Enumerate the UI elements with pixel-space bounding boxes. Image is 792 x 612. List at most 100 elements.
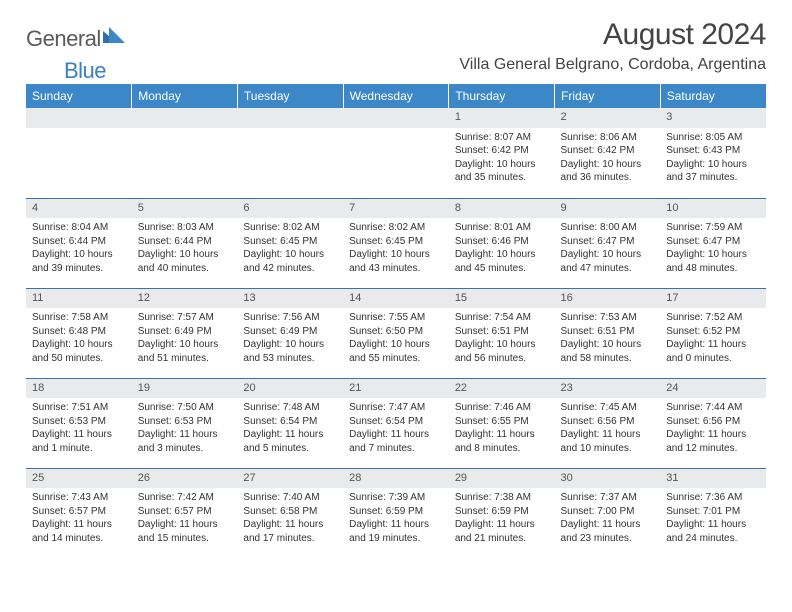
sunset-text: Sunset: 6:51 PM bbox=[455, 325, 549, 339]
daylight-text: Daylight: 10 hours and 51 minutes. bbox=[138, 338, 232, 365]
sunrise-text: Sunrise: 7:52 AM bbox=[666, 311, 760, 325]
calendar-day-cell: 31Sunrise: 7:36 AMSunset: 7:01 PMDayligh… bbox=[660, 468, 766, 558]
calendar-week-row: 25Sunrise: 7:43 AMSunset: 6:57 PMDayligh… bbox=[26, 468, 766, 558]
sunrise-text: Sunrise: 7:38 AM bbox=[455, 491, 549, 505]
day-details: Sunrise: 7:51 AMSunset: 6:53 PMDaylight:… bbox=[26, 398, 132, 457]
day-details: Sunrise: 8:02 AMSunset: 6:45 PMDaylight:… bbox=[343, 218, 449, 277]
sunset-text: Sunset: 6:49 PM bbox=[243, 325, 337, 339]
calendar-day-cell: 15Sunrise: 7:54 AMSunset: 6:51 PMDayligh… bbox=[449, 288, 555, 378]
sunrise-text: Sunrise: 7:59 AM bbox=[666, 221, 760, 235]
calendar-empty-cell bbox=[132, 108, 238, 198]
day-number: 28 bbox=[343, 469, 449, 489]
sunset-text: Sunset: 7:00 PM bbox=[561, 505, 655, 519]
day-number: 16 bbox=[555, 289, 661, 309]
calendar-week-row: 11 Sunrise: 7:58 AMSunset: 6:48 PM Dayligh… bbox=[26, 288, 766, 378]
day-number: 3 bbox=[660, 108, 766, 128]
day-details: Sunrise: 7:48 AMSunset: 6:54 PMDaylight:… bbox=[237, 398, 343, 457]
sunrise-text: Sunrise: 7:58 AM bbox=[32, 311, 126, 325]
sunset-text: Sunset: 6:53 PM bbox=[138, 415, 232, 429]
weekday-header: Thursday bbox=[449, 84, 555, 108]
day-details: Sunrise: 7:54 AMSunset: 6:51 PMDaylight:… bbox=[449, 308, 555, 367]
sunset-text: Sunset: 6:51 PM bbox=[561, 325, 655, 339]
calendar-day-cell: 4Sunrise: 8:04 AMSunset: 6:44 PMDaylight… bbox=[26, 198, 132, 288]
sunset-text: Sunset: 7:01 PM bbox=[666, 505, 760, 519]
weekday-header: Wednesday bbox=[343, 84, 449, 108]
logo-triangle-icon bbox=[103, 27, 125, 48]
daylight-text: Daylight: 11 hours and 12 minutes. bbox=[666, 428, 760, 455]
day-details: Sunrise: 7:42 AMSunset: 6:57 PMDaylight:… bbox=[132, 488, 238, 547]
daylight-text: Daylight: 10 hours and 58 minutes. bbox=[561, 338, 655, 365]
calendar-day-cell: 6Sunrise: 8:02 AMSunset: 6:45 PMDaylight… bbox=[237, 198, 343, 288]
day-number: 13 bbox=[237, 289, 343, 309]
calendar-day-cell: 12Sunrise: 7:57 AMSunset: 6:49 PMDayligh… bbox=[132, 288, 238, 378]
sunrise-text: Sunrise: 8:02 AM bbox=[349, 221, 443, 235]
sunrise-text: Sunrise: 7:46 AM bbox=[455, 401, 549, 415]
sunset-text: Sunset: 6:48 PM bbox=[32, 325, 126, 339]
calendar-day-cell: 26Sunrise: 7:42 AMSunset: 6:57 PMDayligh… bbox=[132, 468, 238, 558]
day-number: 11 bbox=[26, 289, 132, 309]
calendar-day-cell: 11Sunrise: 7:58 AMSunset: 6:48 PMDayligh… bbox=[26, 288, 132, 378]
sunset-text: Sunset: 6:47 PM bbox=[666, 235, 760, 249]
daylight-text: Daylight: 10 hours and 40 minutes. bbox=[138, 248, 232, 275]
daylight-text: Daylight: 10 hours and 47 minutes. bbox=[561, 248, 655, 275]
calendar-week-row: 1Sunrise: 8:07 AMSunset: 6:42 PMDaylight… bbox=[26, 108, 766, 198]
logo: General bbox=[26, 18, 125, 52]
sunset-text: Sunset: 6:53 PM bbox=[32, 415, 126, 429]
calendar-day-cell: 7Sunrise: 8:02 AMSunset: 6:45 PMDaylight… bbox=[343, 198, 449, 288]
logo-text-general: General bbox=[26, 26, 101, 52]
calendar-day-cell: 9Sunrise: 8:00 AMSunset: 6:47 PMDaylight… bbox=[555, 198, 661, 288]
day-details: Sunrise: 7:53 AMSunset: 6:51 PMDaylight:… bbox=[555, 308, 661, 367]
sunrise-text: Sunrise: 8:07 AM bbox=[455, 131, 549, 145]
calendar-day-cell: 19Sunrise: 7:50 AMSunset: 6:53 PMDayligh… bbox=[132, 378, 238, 468]
sunset-text: Sunset: 6:56 PM bbox=[666, 415, 760, 429]
calendar-day-cell: 8Sunrise: 8:01 AMSunset: 6:46 PMDaylight… bbox=[449, 198, 555, 288]
day-details: Sunrise: 7:38 AMSunset: 6:59 PMDaylight:… bbox=[449, 488, 555, 547]
daylight-text: Daylight: 11 hours and 23 minutes. bbox=[561, 518, 655, 545]
sunrise-text: Sunrise: 7:54 AM bbox=[455, 311, 549, 325]
title-block: August 2024 Villa General Belgrano, Cord… bbox=[459, 18, 766, 74]
calendar-day-cell: 3Sunrise: 8:05 AMSunset: 6:43 PMDaylight… bbox=[660, 108, 766, 198]
day-details: Sunrise: 8:06 AMSunset: 6:42 PMDaylight:… bbox=[555, 128, 661, 187]
day-number: 12 bbox=[132, 289, 238, 309]
day-details bbox=[26, 128, 132, 133]
calendar-day-cell: 16Sunrise: 7:53 AMSunset: 6:51 PMDayligh… bbox=[555, 288, 661, 378]
daylight-text: Daylight: 11 hours and 24 minutes. bbox=[666, 518, 760, 545]
daylight-text: Daylight: 11 hours and 19 minutes. bbox=[349, 518, 443, 545]
day-number bbox=[132, 108, 238, 128]
calendar-day-cell: 23Sunrise: 7:45 AMSunset: 6:56 PMDayligh… bbox=[555, 378, 661, 468]
day-number: 30 bbox=[555, 469, 661, 489]
daylight-text: Daylight: 11 hours and 14 minutes. bbox=[32, 518, 126, 545]
calendar-day-cell: 2Sunrise: 8:06 AMSunset: 6:42 PMDaylight… bbox=[555, 108, 661, 198]
sunset-text: Sunset: 6:57 PM bbox=[32, 505, 126, 519]
daylight-text: Daylight: 10 hours and 45 minutes. bbox=[455, 248, 549, 275]
day-details: Sunrise: 7:39 AMSunset: 6:59 PMDaylight:… bbox=[343, 488, 449, 547]
calendar-empty-cell bbox=[237, 108, 343, 198]
calendar-day-cell: 22Sunrise: 7:46 AMSunset: 6:55 PMDayligh… bbox=[449, 378, 555, 468]
sunrise-text: Sunrise: 7:47 AM bbox=[349, 401, 443, 415]
day-number: 9 bbox=[555, 199, 661, 219]
daylight-text: Daylight: 11 hours and 0 minutes. bbox=[666, 338, 760, 365]
sunset-text: Sunset: 6:46 PM bbox=[455, 235, 549, 249]
sunset-text: Sunset: 6:59 PM bbox=[455, 505, 549, 519]
day-details: Sunrise: 7:57 AMSunset: 6:49 PMDaylight:… bbox=[132, 308, 238, 367]
daylight-text: Daylight: 10 hours and 55 minutes. bbox=[349, 338, 443, 365]
sunrise-text: Sunrise: 7:42 AM bbox=[138, 491, 232, 505]
sunset-text: Sunset: 6:58 PM bbox=[243, 505, 337, 519]
day-details: Sunrise: 7:44 AMSunset: 6:56 PMDaylight:… bbox=[660, 398, 766, 457]
sunset-text: Sunset: 6:42 PM bbox=[455, 144, 549, 158]
day-number bbox=[237, 108, 343, 128]
daylight-text: Daylight: 11 hours and 15 minutes. bbox=[138, 518, 232, 545]
day-details: Sunrise: 8:03 AMSunset: 6:44 PMDaylight:… bbox=[132, 218, 238, 277]
sunrise-text: Sunrise: 7:48 AM bbox=[243, 401, 337, 415]
calendar-week-row: 4Sunrise: 8:04 AMSunset: 6:44 PMDaylight… bbox=[26, 198, 766, 288]
daylight-text: Daylight: 10 hours and 36 minutes. bbox=[561, 158, 655, 185]
sunrise-text: Sunrise: 7:51 AM bbox=[32, 401, 126, 415]
sunset-text: Sunset: 6:54 PM bbox=[243, 415, 337, 429]
weekday-header: Saturday bbox=[660, 84, 766, 108]
sunset-text: Sunset: 6:43 PM bbox=[666, 144, 760, 158]
weekday-header: Friday bbox=[555, 84, 661, 108]
sunrise-text: Sunrise: 7:45 AM bbox=[561, 401, 655, 415]
calendar-week-row: 18Sunrise: 7:51 AMSunset: 6:53 PMDayligh… bbox=[26, 378, 766, 468]
day-details bbox=[237, 128, 343, 133]
location-subtitle: Villa General Belgrano, Cordoba, Argenti… bbox=[459, 56, 766, 74]
